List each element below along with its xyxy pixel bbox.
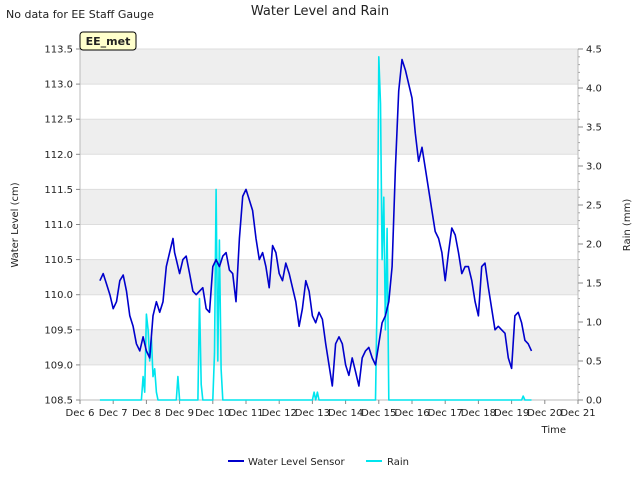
- y-left-tick-label: 110.0: [44, 290, 73, 301]
- y-left-tick-label: 112.0: [44, 150, 73, 161]
- legend: Water Level Sensor Rain: [228, 457, 409, 468]
- no-data-note: No data for EE Staff Gauge: [6, 8, 154, 21]
- plot-area: 108.5 109.0 109.5 110.0 110.5 111.0 111.5 112.0…: [44, 45, 602, 420]
- grid-band: [80, 49, 578, 85]
- x-tick-label: Dec 16: [394, 408, 429, 419]
- x-tick-label: Dec 7: [99, 408, 128, 419]
- rain-series-line: [99, 55, 532, 401]
- chart-title: Water Level and Rain: [251, 4, 389, 19]
- y-left-tick-label: 109.0: [44, 360, 73, 371]
- x-tick-label: Dec 8: [132, 408, 161, 419]
- x-tick-label: Dec 19: [494, 408, 529, 419]
- y-left-tick-label: 112.5: [44, 115, 73, 126]
- station-badge-label: EE_met: [86, 35, 131, 48]
- x-tick-label: Dec 11: [228, 408, 263, 419]
- x-tick-label: Dec 14: [328, 408, 363, 419]
- y-right-tick-label: 1.5: [586, 279, 602, 290]
- x-tick-label: Dec 13: [295, 408, 330, 419]
- y-right-tick-label: 2.5: [586, 201, 602, 212]
- y-left-tick-label: 108.5: [44, 396, 73, 407]
- y-right-tick-label: 4.0: [586, 84, 602, 95]
- y-left-tick-label: 110.5: [44, 255, 73, 266]
- station-badge-box: [79, 31, 137, 51]
- y-right-tick-label: 2.0: [586, 240, 602, 251]
- x-tick-label: Dec 6: [66, 408, 95, 419]
- x-tick-label: Dec 12: [262, 408, 297, 419]
- grid-band: [80, 189, 578, 225]
- x-tick-label: Dec 10: [195, 408, 230, 419]
- water-level-series-line: [99, 58, 533, 387]
- y-left-tick-label: 111.5: [44, 185, 73, 196]
- y-right-tick-label: 3.5: [586, 123, 602, 134]
- x-tick-label: Dec 20: [527, 408, 562, 419]
- grid-band: [80, 329, 578, 365]
- grid-band: [80, 259, 578, 295]
- y-left-tick-label: 113.0: [44, 80, 73, 91]
- grid-band: [80, 119, 578, 155]
- y-right-tick-label: 3.0: [586, 162, 602, 173]
- station-badge: EE_met: [79, 31, 137, 51]
- y-right-tick-label: 4.5: [586, 45, 602, 56]
- y-left-tick-label: 113.5: [44, 45, 73, 56]
- y-left-tick-label: 111.0: [44, 220, 73, 231]
- legend-rain-label: Rain: [387, 457, 409, 468]
- y-left-tick-label: 109.5: [44, 325, 73, 336]
- x-tick-label: Dec 9: [165, 408, 194, 419]
- y-right-tick-label: 0.5: [586, 357, 602, 368]
- legend-water-label: Water Level Sensor: [248, 457, 345, 468]
- x-tick-label: Dec 15: [361, 408, 396, 419]
- x-tick-label: Dec 18: [461, 408, 496, 419]
- y-right-tick-label: 1.0: [586, 318, 602, 329]
- x-axis-label: Time: [541, 425, 566, 436]
- y-right-tick-label: 0.0: [586, 396, 602, 407]
- y-axis-left-label: Water Level (cm): [10, 182, 21, 267]
- x-tick-label: Dec 21: [560, 408, 595, 419]
- y-axis-right-label: Rain (mm): [622, 199, 633, 252]
- x-tick-label: Dec 17: [428, 408, 463, 419]
